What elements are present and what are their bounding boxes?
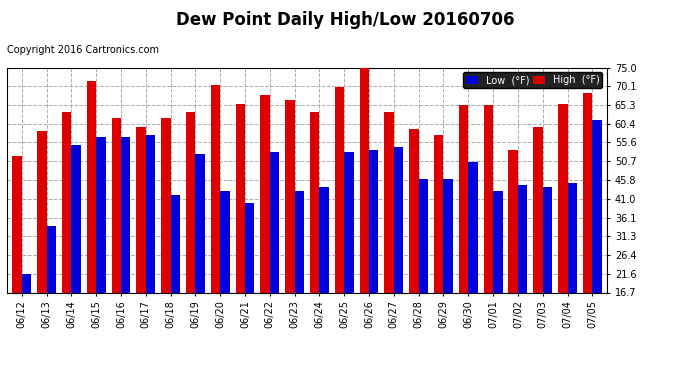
Bar bbox=[260, 94, 270, 357]
Bar bbox=[211, 85, 220, 357]
Bar bbox=[270, 152, 279, 357]
Bar bbox=[170, 195, 180, 357]
Bar bbox=[96, 137, 106, 357]
Bar bbox=[344, 152, 354, 357]
Bar bbox=[137, 128, 146, 357]
Bar bbox=[195, 154, 205, 357]
Bar bbox=[37, 131, 47, 357]
Bar bbox=[47, 226, 56, 357]
Bar bbox=[22, 274, 31, 357]
Bar bbox=[394, 147, 403, 357]
Bar bbox=[518, 185, 527, 357]
Bar bbox=[121, 137, 130, 357]
Bar bbox=[335, 87, 344, 357]
Text: Copyright 2016 Cartronics.com: Copyright 2016 Cartronics.com bbox=[7, 45, 159, 55]
Bar bbox=[533, 128, 543, 357]
Bar bbox=[12, 156, 22, 357]
Bar bbox=[295, 191, 304, 357]
Bar bbox=[359, 68, 369, 357]
Bar bbox=[459, 105, 469, 357]
Bar bbox=[319, 187, 329, 357]
Bar bbox=[419, 179, 428, 357]
Bar bbox=[493, 191, 502, 357]
Bar bbox=[558, 104, 567, 357]
Bar bbox=[592, 120, 602, 357]
Bar bbox=[161, 118, 170, 357]
Bar bbox=[509, 150, 518, 357]
Bar bbox=[62, 112, 71, 357]
Legend: Low  (°F), High  (°F): Low (°F), High (°F) bbox=[464, 72, 602, 88]
Bar bbox=[285, 100, 295, 357]
Text: Dew Point Daily High/Low 20160706: Dew Point Daily High/Low 20160706 bbox=[176, 11, 514, 29]
Bar bbox=[469, 162, 477, 357]
Bar bbox=[444, 179, 453, 357]
Bar bbox=[484, 105, 493, 357]
Bar bbox=[112, 118, 121, 357]
Bar bbox=[87, 81, 96, 357]
Bar bbox=[409, 129, 419, 357]
Bar bbox=[235, 104, 245, 357]
Bar bbox=[220, 191, 230, 357]
Bar bbox=[567, 183, 577, 357]
Bar bbox=[384, 112, 394, 357]
Bar bbox=[434, 135, 444, 357]
Bar bbox=[186, 112, 195, 357]
Bar bbox=[245, 202, 255, 357]
Bar bbox=[146, 135, 155, 357]
Bar bbox=[71, 145, 81, 357]
Bar bbox=[369, 150, 379, 357]
Bar bbox=[310, 112, 319, 357]
Bar bbox=[543, 187, 552, 357]
Bar bbox=[583, 93, 592, 357]
